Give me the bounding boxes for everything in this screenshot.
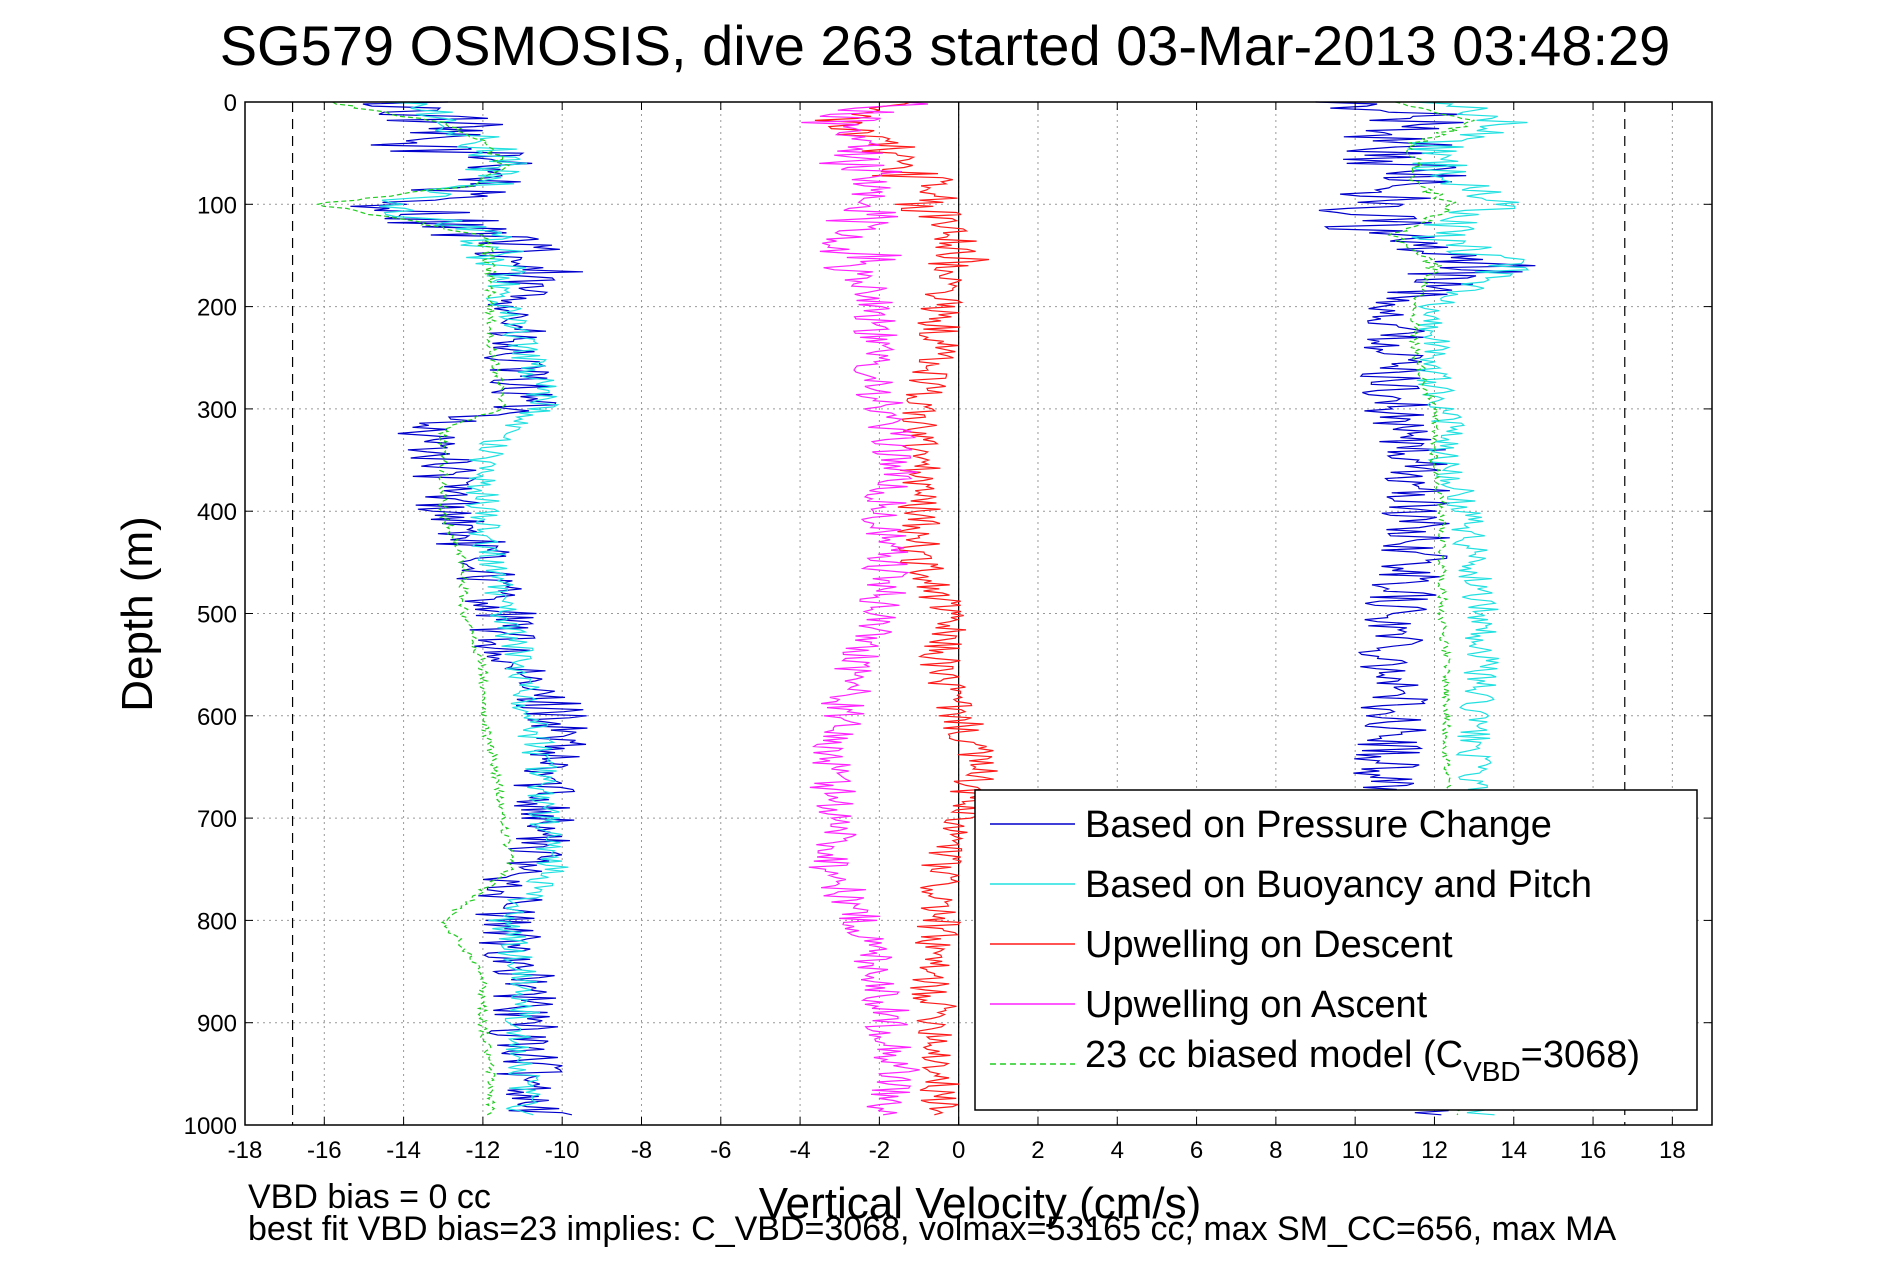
x-tick-label: -12 [466,1137,501,1164]
axis-ticks: -18 -16 -14 -12 -10 -8 -6 -4 -2 0 2 4 6 8 10 12 14 16 18 0 1… [184,90,1712,1164]
series-line-upwelling-on-ascent-0 [801,101,929,1116]
y-tick-label: 0 [224,90,237,117]
x-tick-label: -4 [789,1137,810,1164]
y-axis-label: Depth (m) [113,516,162,712]
footer-line-2: best fit VBD bias=23 implies: C_VBD=3068… [248,1210,1617,1248]
legend-label-biased-model-tail: =3068) [1521,1034,1640,1076]
legend-label-biased-model-sub: VBD [1463,1056,1521,1087]
x-tick-label: 16 [1580,1137,1607,1164]
legend-label-pressure-change: Based on Pressure Change [1085,804,1552,846]
y-tick-label: 500 [197,602,237,629]
y-tick-label: 400 [197,499,237,526]
legend-box [974,789,1698,1111]
y-tick-label: 300 [197,397,237,424]
x-tick-label: 0 [952,1137,965,1164]
x-tick-label: 12 [1421,1137,1448,1164]
x-tick-label: -6 [710,1137,731,1164]
legend-label-upwelling-ascent: Upwelling on Ascent [1085,984,1428,1026]
series-line-23-cc-biased-model-0 [315,101,515,1116]
x-tick-label: 18 [1659,1137,1686,1164]
legend-label-buoyancy-pitch: Based on Buoyancy and Pitch [1085,864,1592,906]
x-tick-label: -18 [228,1137,263,1164]
legend-label-biased-model-main: 23 cc biased model (C [1085,1034,1463,1076]
x-tick-label: 6 [1190,1137,1203,1164]
legend-label-upwelling-descent: Upwelling on Descent [1085,924,1453,966]
x-tick-label: 10 [1342,1137,1369,1164]
y-tick-label: 900 [197,1011,237,1038]
x-axis-label: Vertical Velocity (cm/s) [759,1179,1202,1228]
chart-title: SG579 OSMOSIS, dive 263 started 03-Mar-2… [220,14,1671,77]
footer-line-1: VBD bias = 0 cc [248,1178,491,1216]
x-tick-label: 4 [1111,1137,1124,1164]
x-tick-label: -10 [545,1137,580,1164]
x-tick-label: -14 [386,1137,421,1164]
series-line-based-on-pressure-change-0 [350,101,588,1116]
x-tick-label: 14 [1500,1137,1527,1164]
y-tick-label: 600 [197,704,237,731]
series-line-based-on-buoyancy-and-pitch-0 [378,101,569,1116]
x-tick-label: -16 [307,1137,342,1164]
y-tick-label: 700 [197,806,237,833]
x-tick-label: -8 [631,1137,652,1164]
legend-label-biased-model: 23 cc biased model (CVBD=3068) [1085,1034,1640,1087]
x-tick-label: 8 [1269,1137,1282,1164]
y-tick-label: 100 [197,192,237,219]
x-tick-label: 2 [1031,1137,1044,1164]
y-tick-label: 1000 [184,1113,237,1140]
y-tick-label: 200 [197,295,237,322]
x-tick-label: -2 [869,1137,890,1164]
y-tick-label: 800 [197,908,237,935]
series-line-upwelling-on-descent-0 [814,101,998,1116]
legend: Based on Pressure Change Based on Buoyan… [974,789,1698,1111]
